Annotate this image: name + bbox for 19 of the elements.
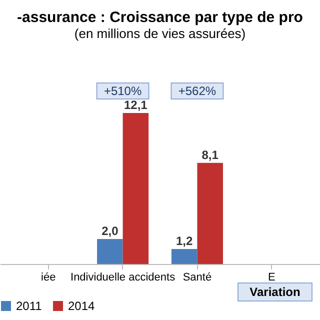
x-tick-label: iée (41, 272, 56, 284)
x-tick-label: E (268, 272, 276, 284)
chart-subtitle: (en millions de vies assurées) (74, 26, 246, 41)
data-label: 1,2 (176, 234, 193, 248)
bar (197, 162, 223, 264)
bar (171, 249, 198, 264)
x-tick-label: Santé (182, 272, 212, 284)
chart-title: -assurance : Croissance par type de pro (17, 9, 303, 26)
text: +562% (178, 84, 216, 98)
data-label: 12,1 (124, 98, 148, 112)
text: Variation (250, 285, 300, 299)
bar (97, 239, 123, 264)
bar (122, 112, 149, 264)
x-tick-label: Individuelle accidents (70, 272, 176, 284)
data-label: 8,1 (202, 148, 219, 162)
text: +510% (104, 84, 142, 98)
legend-label: 2011 (16, 299, 42, 313)
data-label: 2,0 (102, 224, 119, 238)
legend-label: 2014 (68, 299, 96, 313)
